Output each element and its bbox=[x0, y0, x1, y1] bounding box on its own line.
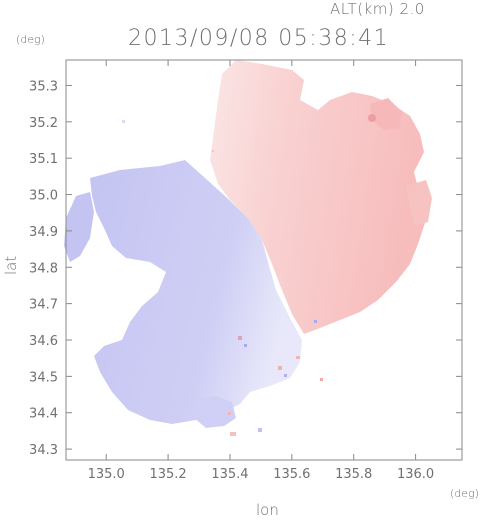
scattered-echoes bbox=[122, 120, 323, 436]
plot-frame bbox=[65, 59, 463, 461]
approaching-echo-region bbox=[90, 160, 302, 424]
echo-field bbox=[64, 60, 432, 436]
x-axis-unit: (deg) bbox=[450, 487, 479, 500]
approaching-echo-south bbox=[194, 396, 236, 428]
x-tick-label: 135.6 bbox=[273, 467, 310, 482]
x-tick-label: 135.8 bbox=[335, 467, 372, 482]
strong-receding-cell bbox=[368, 114, 376, 122]
y-tick-label: 35.1 bbox=[29, 152, 58, 167]
x-tick-label: 135.2 bbox=[149, 467, 186, 482]
y-axis-ticks: 35.3 35.2 35.1 35.0 34.9 34.8 34.7 34.6 34.5 34.4… bbox=[29, 79, 462, 458]
y-tick-label: 34.5 bbox=[29, 370, 58, 385]
receding-echo-region bbox=[210, 60, 426, 334]
x-tick-label: 135.0 bbox=[88, 467, 125, 482]
y-tick-label: 34.7 bbox=[29, 298, 58, 313]
receding-echo-east bbox=[406, 180, 432, 226]
altitude-label: ALT(km) 2.0 bbox=[330, 0, 425, 18]
x-axis-ticks: 135.0 135.2 135.4 135.6 135.8 136.0 bbox=[88, 60, 434, 482]
y-tick-label: 35.2 bbox=[29, 116, 58, 131]
y-tick-label: 35.3 bbox=[29, 79, 58, 94]
receding-echo-northeast bbox=[370, 98, 402, 130]
y-tick-label: 34.9 bbox=[29, 225, 58, 240]
y-tick-label: 35.0 bbox=[29, 189, 58, 204]
x-axis-title: lon bbox=[256, 501, 279, 519]
timestamp-title: 2013/09/08 05:38:41 bbox=[128, 26, 390, 51]
approaching-echo-west bbox=[64, 192, 94, 262]
y-tick-label: 34.3 bbox=[29, 443, 58, 458]
y-axis-unit: (deg) bbox=[16, 33, 45, 46]
x-tick-label: 135.4 bbox=[211, 467, 248, 482]
y-tick-label: 34.8 bbox=[29, 261, 58, 276]
x-tick-label: 136.0 bbox=[397, 467, 434, 482]
y-tick-label: 34.4 bbox=[29, 407, 58, 422]
y-tick-label: 34.6 bbox=[29, 334, 58, 349]
